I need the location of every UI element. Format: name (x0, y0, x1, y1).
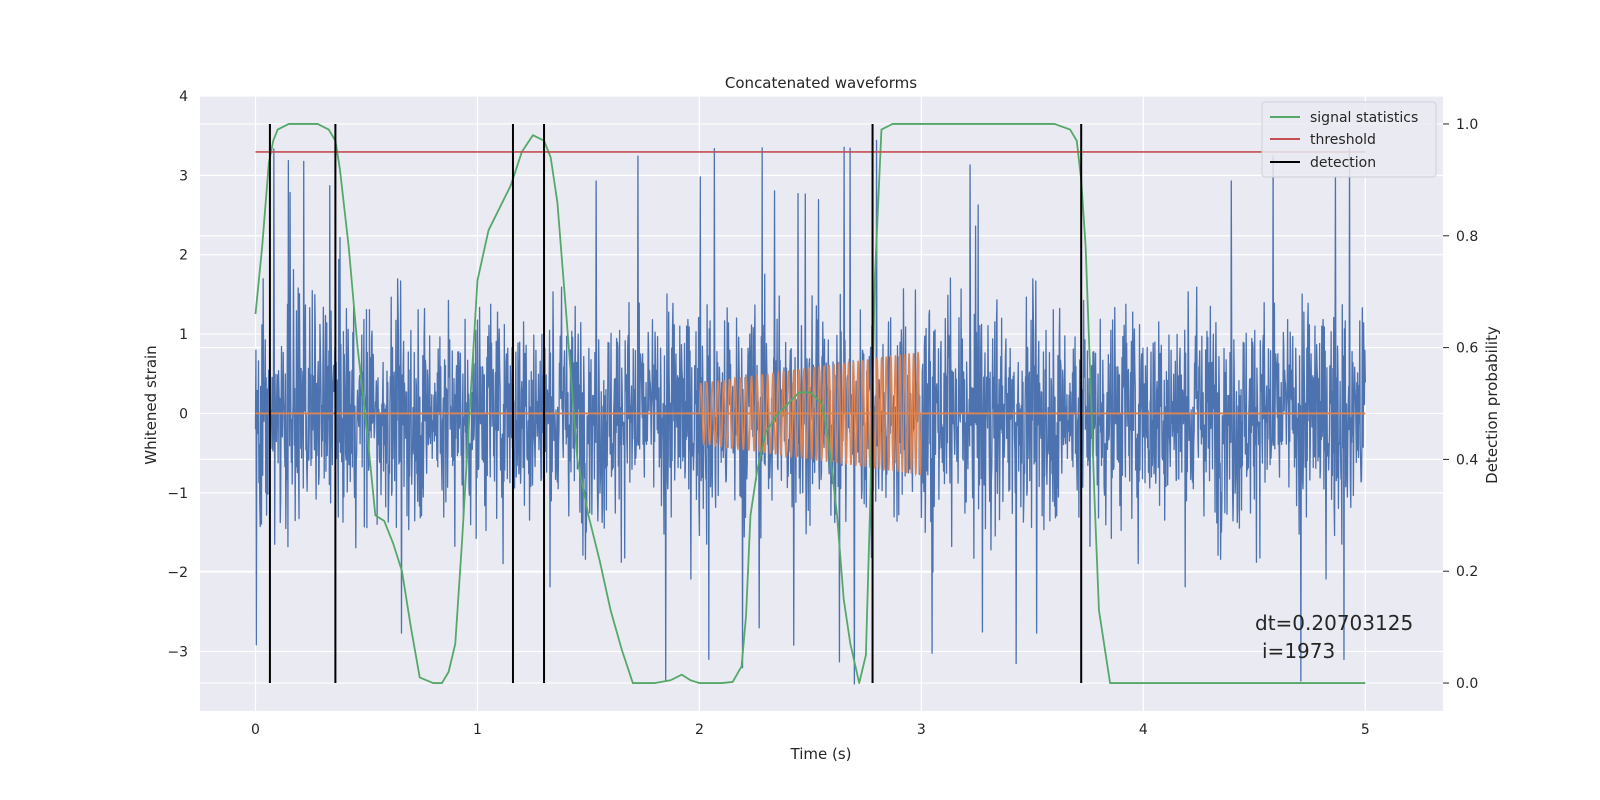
injected-waveform-line (698, 351, 923, 477)
x-tick-label: 2 (695, 722, 704, 738)
y-left-tick-label: −2 (167, 565, 188, 581)
annotation-index: i=1973 (1262, 639, 1335, 663)
x-axis-label: Time (s) (790, 745, 852, 763)
y-left-tick-label: 0 (179, 406, 188, 422)
chart-title: Concatenated waveforms (725, 74, 917, 92)
y-left-tick-label: 1 (179, 327, 188, 343)
x-tick-label: 5 (1361, 722, 1370, 738)
y-right-tick-label: 0.8 (1456, 229, 1478, 245)
signal-statistics-line (254, 123, 1366, 684)
legend-label-detection: detection (1310, 155, 1376, 171)
x-tick-label: 1 (473, 722, 482, 738)
injection-layer (255, 351, 1366, 477)
axes-layer: 0 1 2 3 4 5 −3 −2 −1 0 1 2 3 4 0.0 0.2 0.4 0.6 0.8 1.0 (167, 89, 1478, 738)
y-left-tick-label: 2 (179, 248, 188, 264)
x-tick-label: 4 (1139, 722, 1148, 738)
y-right-tick-label: 0.6 (1456, 341, 1478, 357)
y-right-tick-label: 0.4 (1456, 452, 1478, 468)
y-right-tick-label: 0.0 (1456, 676, 1478, 692)
y-left-tick-label: 4 (179, 89, 188, 105)
legend-box (1261, 101, 1437, 178)
y-right-tick-label: 1.0 (1456, 117, 1478, 133)
stats-layer (254, 123, 1366, 684)
legend-label-signal-statistics: signal statistics (1310, 110, 1418, 126)
y-right-tick-label: 0.2 (1456, 564, 1478, 580)
legend-label-threshold: threshold (1310, 132, 1376, 148)
y-left-tick-label: 3 (179, 168, 188, 184)
y-axis-right-label: Detection probability (1483, 326, 1501, 484)
y-axis-left-label: Whitened strain (142, 345, 160, 464)
legend: signal statistics threshold detection (1261, 101, 1437, 178)
y-left-tick-label: −3 (167, 644, 188, 660)
y-left-tick-label: −1 (167, 486, 188, 502)
x-tick-label: 3 (917, 722, 926, 738)
annotation-dt: dt=0.20703125 (1255, 611, 1413, 635)
x-tick-label: 0 (251, 722, 260, 738)
